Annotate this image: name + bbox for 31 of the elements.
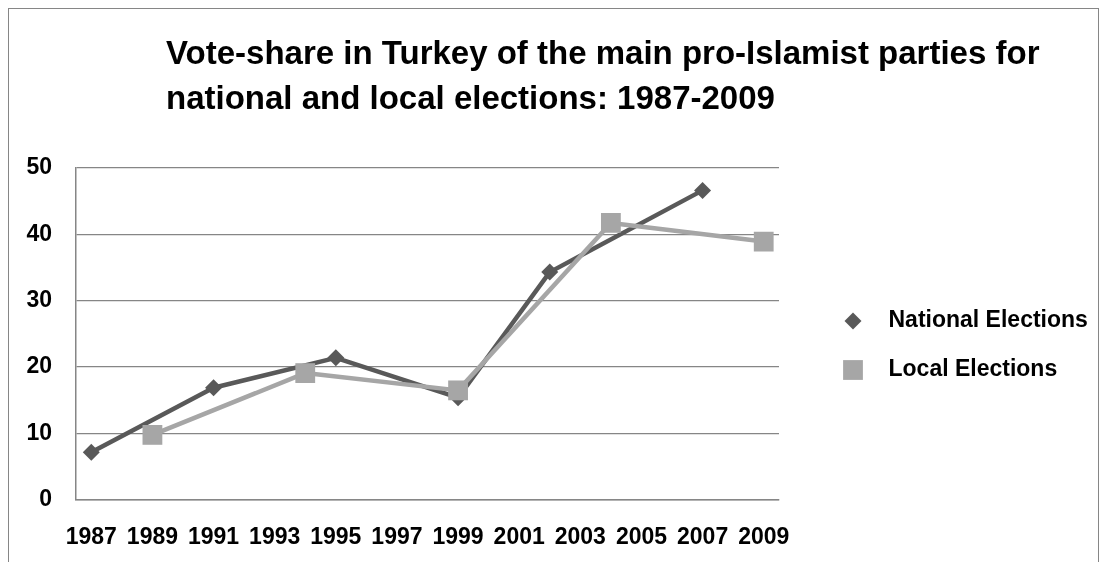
point [600,213,621,233]
point [82,443,100,461]
x-tick-label: 1993 [249,523,301,550]
y-tick-label: 40 [26,219,52,246]
legend-label: National Elections [888,306,1088,333]
x-tick-label: 1989 [126,523,178,550]
x-tick-label: 1997 [371,523,423,550]
x-tick-label: 2009 [738,523,790,550]
point [205,379,223,397]
point [448,380,468,401]
point [541,263,559,281]
x-tick-label: 2003 [554,523,606,550]
point [142,424,163,445]
legend-label: Local Elections [888,355,1058,382]
x-tick-label: 1995 [310,523,362,550]
x-tick-label: 2005 [615,523,668,550]
y-tick-label: 50 [26,153,52,180]
point [295,363,316,383]
chart-title: Vote-share in Turkey of the main pro-Islamist parties for national and local elections: 1987-2009 [166,33,1041,118]
x-tick-label: 1987 [65,523,117,550]
point [327,349,345,367]
x-tick-label: 2001 [493,523,545,550]
x-tick-label: 1991 [187,523,240,550]
y-tick-label: 0 [39,485,52,512]
y-tick-label: 20 [26,352,52,379]
point [694,181,712,199]
x-tick-label: 1999 [432,523,484,550]
y-tick-label: 10 [26,418,52,445]
x-tick-label: 2007 [677,523,729,550]
y-tick-label: 30 [26,286,52,313]
point [753,231,774,252]
